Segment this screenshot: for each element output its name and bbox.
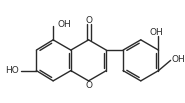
Text: OH: OH [150,28,164,37]
Text: O: O [85,81,92,90]
Text: OH: OH [58,20,72,29]
Text: HO: HO [5,66,19,75]
Text: OH: OH [171,55,185,64]
Text: O: O [85,16,92,25]
